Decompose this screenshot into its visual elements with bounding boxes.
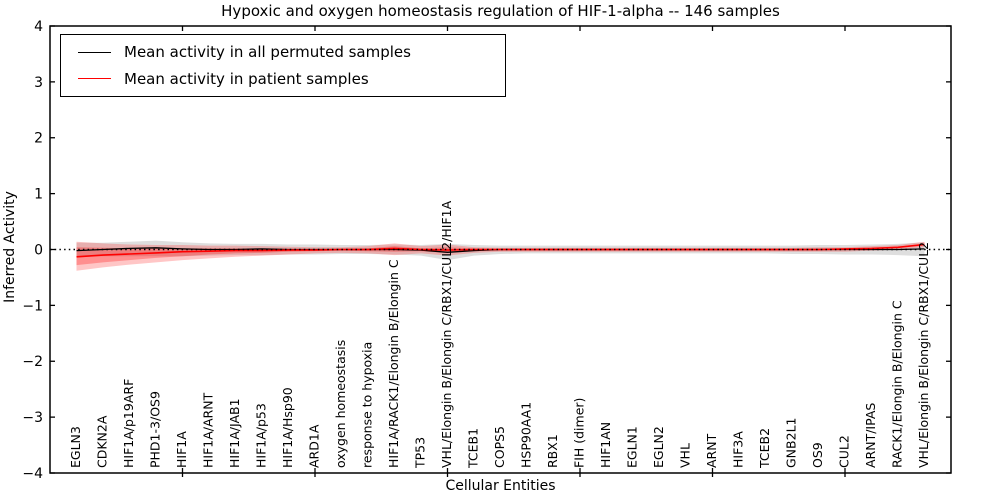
y-tick-label: −2 <box>22 354 43 370</box>
x-category-label: HIF1A/RACK1/Elongin B/Elongin C <box>386 259 401 468</box>
x-category-label: VHL <box>678 443 693 468</box>
x-category-label: VHL/Elongin B/Elongin C/RBX1/CUL2 <box>916 242 931 468</box>
y-tick-label: 0 <box>34 242 43 258</box>
legend: Mean activity in all permuted samples Me… <box>60 34 506 97</box>
x-category-label: ARD1A <box>307 424 322 468</box>
red-line-swatch <box>78 78 111 80</box>
y-tick-label: 2 <box>34 131 43 147</box>
x-category-label: FIH (dimer) <box>572 398 587 468</box>
y-tick-label: −3 <box>22 410 43 426</box>
x-category-label: HIF3A <box>731 431 746 468</box>
x-category-label: ARNT/IPAS <box>863 403 878 468</box>
legend-label-patient: Mean activity in patient samples <box>124 69 369 88</box>
x-category-label: HIF1A/JAB1 <box>227 398 242 468</box>
x-axis-label: Cellular Entities <box>445 478 556 494</box>
chart-title: Hypoxic and oxygen homeostasis regulatio… <box>221 2 780 20</box>
x-category-label: HIF1A/p53 <box>254 403 269 468</box>
x-category-label: EGLN2 <box>651 426 666 468</box>
x-category-label: HIF1A/Hsp90 <box>280 387 295 468</box>
permuted-samples-spread-band <box>76 240 925 261</box>
black-line-swatch <box>78 51 111 53</box>
x-category-label: response to hypoxia <box>360 342 375 468</box>
y-tick-label: 4 <box>34 19 43 35</box>
x-category-label: CDKN2A <box>95 415 110 468</box>
x-category-label: EGLN1 <box>625 426 640 468</box>
patient-mean-line <box>76 243 925 258</box>
x-category-label: EGLN3 <box>68 426 83 468</box>
y-tick-label: 1 <box>34 187 43 203</box>
x-category-label: CUL2 <box>837 435 852 468</box>
x-category-label: oxygen homeostasis <box>333 340 348 468</box>
y-tick-label: 3 <box>34 75 43 91</box>
x-category-label: COPS5 <box>492 426 507 468</box>
x-category-label: PHD1-3/OS9 <box>148 391 163 468</box>
x-category-label: ARNT <box>704 433 719 468</box>
y-tick-label: −4 <box>22 466 43 482</box>
x-category-label: HIF1AN <box>598 422 613 468</box>
y-axis-label: Inferred Activity <box>2 191 18 303</box>
x-category-label: HSP90AA1 <box>519 402 534 468</box>
x-category-label: RACK1/Elongin B/Elongin C <box>890 300 905 468</box>
x-category-label: TCEB2 <box>757 428 772 469</box>
x-category-label: RBX1 <box>545 434 560 468</box>
legend-entry-permuted: Mean activity in all permuted samples <box>61 43 505 61</box>
x-category-label: HIF1A/p19ARF <box>121 379 136 468</box>
x-category-label: VHL/Elongin B/Elongin C/RBX1/CUL2/HIF1A <box>439 200 454 468</box>
x-category-label: HIF1A <box>174 431 189 468</box>
x-category-label: TCEB1 <box>466 428 481 469</box>
legend-entry-patient: Mean activity in patient samples <box>61 70 505 88</box>
x-category-label: HIF1A/ARNT <box>201 392 216 468</box>
x-category-label: GNB2L1 <box>784 418 799 468</box>
x-category-label: TP53 <box>413 437 428 469</box>
x-category-label: OS9 <box>810 442 825 468</box>
y-tick-label: −1 <box>22 298 43 314</box>
legend-label-permuted: Mean activity in all permuted samples <box>124 43 411 62</box>
